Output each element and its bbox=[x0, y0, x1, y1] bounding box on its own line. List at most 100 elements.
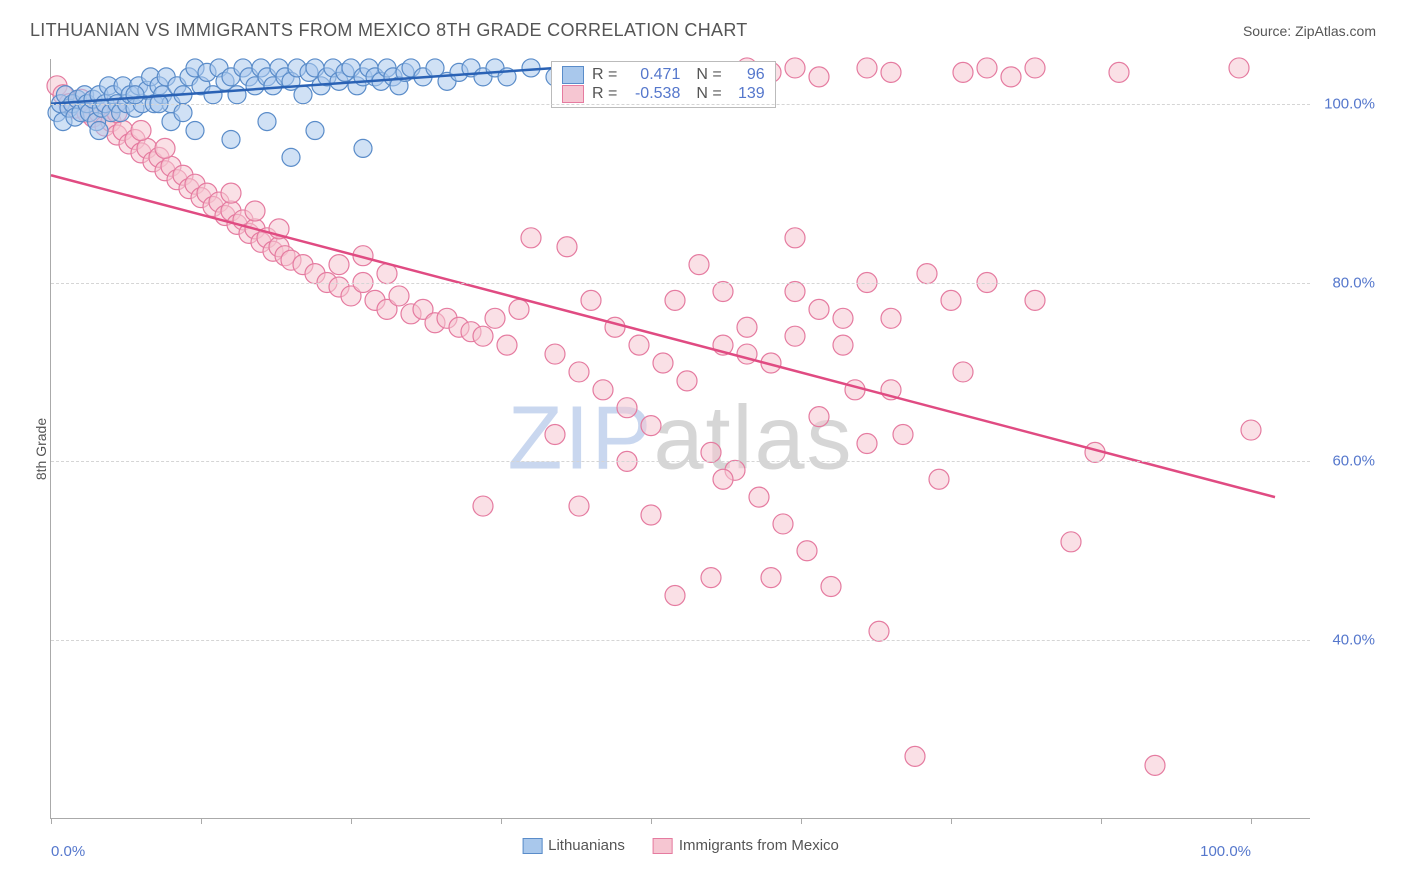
y-tick-label: 80.0% bbox=[1332, 274, 1375, 291]
scatter-point bbox=[545, 344, 565, 364]
trend-line bbox=[51, 175, 1275, 497]
scatter-point bbox=[689, 255, 709, 275]
legend-bottom: Lithuanians Immigrants from Mexico bbox=[522, 837, 839, 854]
scatter-point bbox=[485, 308, 505, 328]
y-tick-label: 60.0% bbox=[1332, 453, 1375, 470]
scatter-point bbox=[186, 122, 204, 140]
x-tick bbox=[951, 818, 952, 824]
scatter-point bbox=[701, 568, 721, 588]
scatter-point bbox=[306, 122, 324, 140]
legend-row-series1: R = 0.471 N = 96 bbox=[562, 66, 765, 84]
legend-bottom-swatch-2 bbox=[653, 838, 673, 854]
scatter-point bbox=[809, 299, 829, 319]
scatter-point bbox=[473, 326, 493, 346]
scatter-point bbox=[809, 67, 829, 87]
scatter-point bbox=[917, 264, 937, 284]
scatter-point bbox=[1025, 58, 1045, 78]
scatter-point bbox=[953, 362, 973, 382]
x-tick bbox=[201, 818, 202, 824]
legend-r-value-2: -0.538 bbox=[625, 85, 680, 103]
scatter-point bbox=[857, 58, 877, 78]
scatter-point bbox=[389, 286, 409, 306]
scatter-point bbox=[833, 335, 853, 355]
scatter-point bbox=[677, 371, 697, 391]
scatter-point bbox=[1241, 420, 1261, 440]
x-tick bbox=[351, 818, 352, 824]
scatter-point bbox=[833, 308, 853, 328]
scatter-point bbox=[1025, 290, 1045, 310]
legend-bottom-label-2: Immigrants from Mexico bbox=[679, 837, 839, 854]
scatter-point bbox=[593, 380, 613, 400]
scatter-point bbox=[785, 228, 805, 248]
scatter-point bbox=[929, 469, 949, 489]
legend-bottom-label-1: Lithuanians bbox=[548, 837, 625, 854]
x-tick bbox=[51, 818, 52, 824]
plot-svg bbox=[51, 59, 1310, 818]
scatter-point bbox=[977, 58, 997, 78]
scatter-point bbox=[629, 335, 649, 355]
scatter-point bbox=[785, 326, 805, 346]
scatter-point bbox=[821, 577, 841, 597]
chart-source: Source: ZipAtlas.com bbox=[1243, 23, 1376, 39]
legend-r-value-1: 0.471 bbox=[625, 66, 680, 84]
legend-swatch-series1 bbox=[562, 66, 584, 84]
scatter-point bbox=[509, 299, 529, 319]
scatter-point bbox=[545, 425, 565, 445]
gridline-h bbox=[51, 461, 1310, 462]
scatter-point bbox=[941, 290, 961, 310]
x-tick bbox=[801, 818, 802, 824]
scatter-point bbox=[222, 130, 240, 148]
scatter-point bbox=[245, 201, 265, 221]
scatter-point bbox=[1229, 58, 1249, 78]
gridline-h bbox=[51, 640, 1310, 641]
chart-container: 8th Grade ZIPatlas R = 0.471 N = 96 R = … bbox=[0, 49, 1406, 849]
scatter-point bbox=[521, 228, 541, 248]
scatter-point bbox=[581, 290, 601, 310]
scatter-point bbox=[282, 148, 300, 166]
scatter-point bbox=[641, 505, 661, 525]
x-tick bbox=[1101, 818, 1102, 824]
legend-n-value-2: 139 bbox=[730, 85, 765, 103]
scatter-point bbox=[354, 139, 372, 157]
scatter-point bbox=[881, 308, 901, 328]
scatter-point bbox=[1109, 62, 1129, 82]
scatter-point bbox=[761, 568, 781, 588]
gridline-h bbox=[51, 283, 1310, 284]
scatter-point bbox=[329, 255, 349, 275]
scatter-point bbox=[653, 353, 673, 373]
scatter-point bbox=[497, 335, 517, 355]
scatter-point bbox=[881, 62, 901, 82]
scatter-point bbox=[126, 86, 144, 104]
scatter-point bbox=[665, 585, 685, 605]
scatter-point bbox=[557, 237, 577, 257]
plot-area: ZIPatlas R = 0.471 N = 96 R = -0.538 N =… bbox=[50, 59, 1310, 819]
legend-r-label-1: R = bbox=[590, 66, 619, 84]
legend-bottom-item-2: Immigrants from Mexico bbox=[653, 837, 839, 854]
y-axis-label: 8th Grade bbox=[33, 418, 49, 480]
x-tick-label: 100.0% bbox=[1200, 843, 1251, 860]
scatter-point bbox=[893, 425, 913, 445]
scatter-point bbox=[773, 514, 793, 534]
legend-bottom-swatch-1 bbox=[522, 838, 542, 854]
chart-title: LITHUANIAN VS IMMIGRANTS FROM MEXICO 8TH… bbox=[30, 20, 748, 41]
scatter-point bbox=[737, 317, 757, 337]
scatter-point bbox=[617, 398, 637, 418]
scatter-point bbox=[522, 59, 540, 77]
x-tick bbox=[651, 818, 652, 824]
y-tick-label: 100.0% bbox=[1324, 95, 1375, 112]
legend-row-series2: R = -0.538 N = 139 bbox=[562, 85, 765, 103]
scatter-point bbox=[90, 122, 108, 140]
scatter-point bbox=[258, 113, 276, 131]
scatter-point bbox=[809, 407, 829, 427]
legend-r-label-2: R = bbox=[590, 85, 619, 103]
legend-swatch-series2 bbox=[562, 85, 584, 103]
legend-n-label-2: N = bbox=[694, 85, 723, 103]
scatter-point bbox=[221, 183, 241, 203]
x-tick bbox=[1251, 818, 1252, 824]
legend-bottom-item-1: Lithuanians bbox=[522, 837, 625, 854]
x-tick bbox=[501, 818, 502, 824]
scatter-point bbox=[174, 104, 192, 122]
scatter-point bbox=[797, 541, 817, 561]
x-tick-label: 0.0% bbox=[51, 843, 85, 860]
scatter-point bbox=[473, 496, 493, 516]
